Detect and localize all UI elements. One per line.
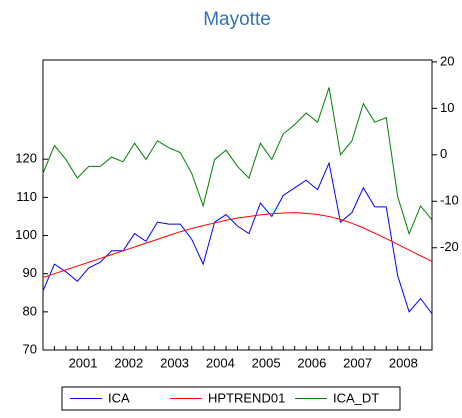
- x-tick-label: 2003: [160, 355, 189, 370]
- legend-box: [61, 386, 401, 411]
- x-tick-label: 2001: [69, 355, 98, 370]
- y-tick-label: 120: [15, 151, 37, 166]
- x-tick-label: 2008: [389, 355, 418, 370]
- legend-label: ICA_DT: [333, 390, 379, 405]
- series-line: [42, 161, 433, 315]
- series-line: [42, 87, 433, 236]
- y2-tick-label: 0: [440, 146, 447, 161]
- x-tick-label: 2005: [252, 355, 281, 370]
- y-tick-label: 100: [15, 227, 37, 242]
- y-tick-label: 80: [23, 303, 37, 318]
- x-tick-label: 2006: [297, 355, 326, 370]
- y-tick-label: 70: [23, 341, 37, 356]
- legend-label: HPTREND01: [208, 390, 285, 405]
- y-tick-label: 110: [16, 189, 37, 204]
- x-tick-label: 2002: [114, 355, 143, 370]
- y2-tick-label: 10: [440, 100, 454, 115]
- y2-tick-label: 20: [440, 53, 454, 68]
- x-tick-label: 2004: [206, 355, 235, 370]
- legend-label: ICA: [108, 390, 130, 405]
- x-tick-label: 2007: [343, 355, 372, 370]
- y2-tick-label: -20: [440, 239, 459, 254]
- chart-title: Mayotte: [203, 9, 271, 30]
- y-tick-label: 90: [23, 265, 37, 280]
- y2-tick-label: -10: [440, 193, 459, 208]
- series-line: [42, 212, 433, 278]
